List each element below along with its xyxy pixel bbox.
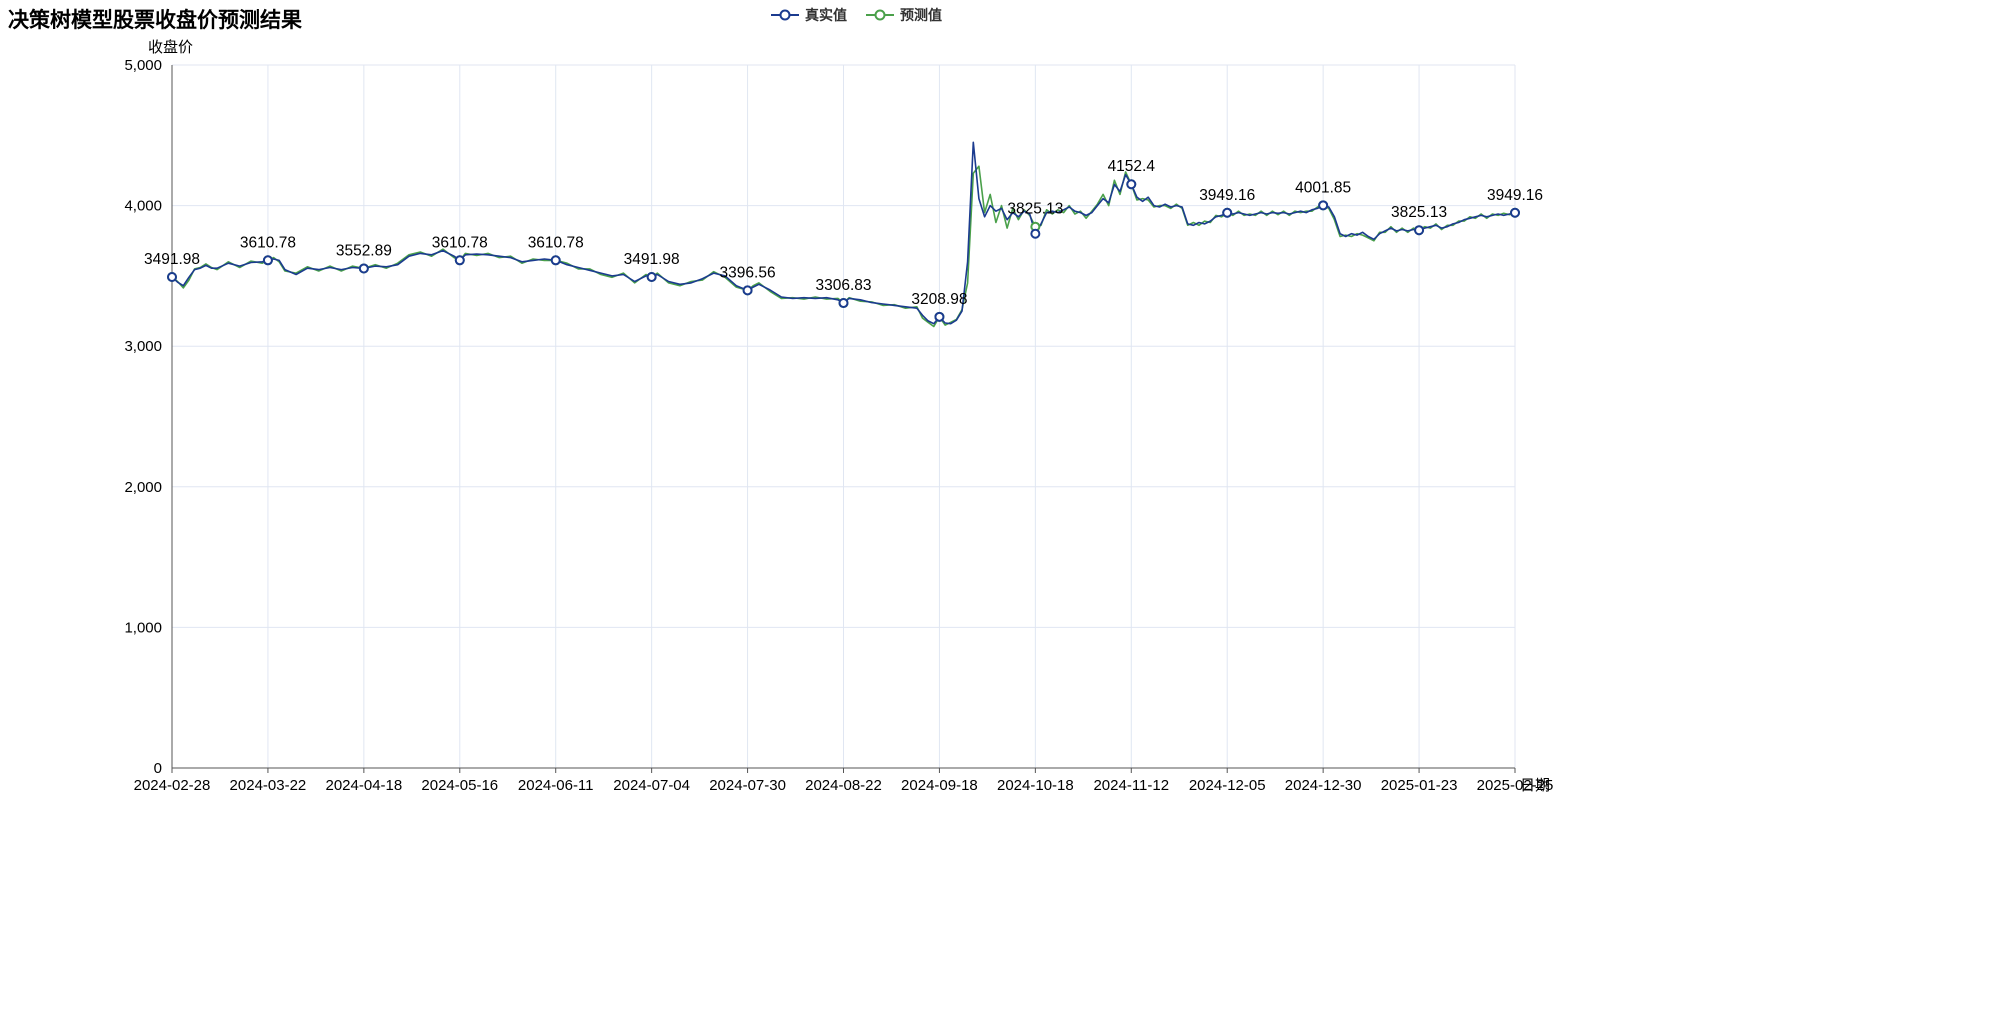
- x-tick-label: 2024-09-18: [901, 777, 978, 794]
- point-value-label: 3825.13: [1391, 204, 1447, 221]
- point-value-label: 3949.16: [1487, 187, 1543, 204]
- point-marker-actual[interactable]: [167, 272, 177, 283]
- series-line-actual: [171, 141, 1516, 325]
- legend-line-circle-icon: [866, 9, 894, 21]
- point-value-label: 4001.85: [1295, 179, 1351, 196]
- x-tick-label: 2024-12-30: [1285, 777, 1362, 794]
- x-tick-label: 2024-11-12: [1093, 777, 1169, 794]
- point-marker-actual[interactable]: [838, 298, 849, 309]
- point-marker-actual[interactable]: [1414, 225, 1425, 236]
- point-marker-actual[interactable]: [550, 255, 561, 266]
- point-value-label: 3825.13: [1007, 201, 1063, 218]
- legend: 真实值 预测值: [770, 5, 942, 25]
- y-tick-label: 1,000: [124, 619, 162, 636]
- x-tick-label: 2025-02-25: [1477, 777, 1554, 794]
- x-tick-label: 2024-02-28: [134, 777, 211, 794]
- point-value-label: 3491.98: [624, 251, 680, 268]
- point-value-label: 3610.78: [528, 234, 584, 251]
- x-tick-label: 2024-10-18: [997, 777, 1074, 794]
- point-value-label: 4152.4: [1108, 158, 1156, 175]
- point-marker-actual[interactable]: [358, 263, 369, 274]
- y-tick-label: 4,000: [124, 198, 162, 215]
- x-tick-label: 2025-01-23: [1381, 777, 1458, 794]
- point-marker-actual[interactable]: [262, 255, 273, 266]
- y-tick-label: 3,000: [124, 338, 162, 355]
- point-value-label: 3396.56: [720, 264, 776, 281]
- legend-label-actual: 真实值: [805, 7, 847, 23]
- point-marker-actual[interactable]: [454, 255, 465, 266]
- x-tick-label: 2024-06-11: [518, 777, 594, 794]
- point-marker-actual[interactable]: [1222, 207, 1233, 218]
- point-value-label: 3306.83: [815, 277, 871, 294]
- legend-label-predicted: 预测值: [900, 7, 942, 23]
- point-marker-actual[interactable]: [1510, 207, 1520, 218]
- x-tick-label: 2024-03-22: [230, 777, 307, 794]
- x-tick-label: 2024-04-18: [325, 777, 402, 794]
- y-axis-name: 收盘价: [148, 39, 194, 56]
- point-value-label: 3610.78: [432, 234, 488, 251]
- point-marker-actual[interactable]: [646, 272, 657, 283]
- point-value-label: 3208.98: [911, 291, 967, 308]
- point-value-label: 3552.89: [336, 242, 392, 259]
- legend-item-predicted[interactable]: 预测值: [865, 5, 942, 25]
- point-marker-actual[interactable]: [1318, 200, 1329, 211]
- x-axis-name: 日期: [1520, 777, 1551, 794]
- x-tick-label: 2024-05-16: [421, 777, 498, 794]
- x-tick-label: 2024-08-22: [805, 777, 882, 794]
- y-tick-label: 0: [154, 760, 162, 777]
- point-marker-actual[interactable]: [1126, 179, 1137, 190]
- legend-line-circle-icon: [771, 9, 799, 21]
- point-marker-actual[interactable]: [1030, 228, 1041, 239]
- point-value-label: 3949.16: [1199, 187, 1255, 204]
- point-value-label: 3610.78: [240, 234, 296, 251]
- legend-item-actual[interactable]: 真实值: [770, 5, 847, 25]
- x-tick-label: 2024-07-04: [613, 777, 690, 794]
- point-marker-actual[interactable]: [742, 285, 753, 296]
- x-tick-label: 2024-07-30: [709, 777, 786, 794]
- point-value-label: 3491.98: [144, 251, 200, 268]
- x-tick-label: 2024-12-05: [1189, 777, 1266, 794]
- y-tick-label: 2,000: [124, 479, 162, 496]
- y-tick-label: 5,000: [124, 57, 162, 74]
- chart-title: 决策树模型股票收盘价预测结果: [8, 9, 302, 32]
- point-marker-actual[interactable]: [934, 311, 945, 322]
